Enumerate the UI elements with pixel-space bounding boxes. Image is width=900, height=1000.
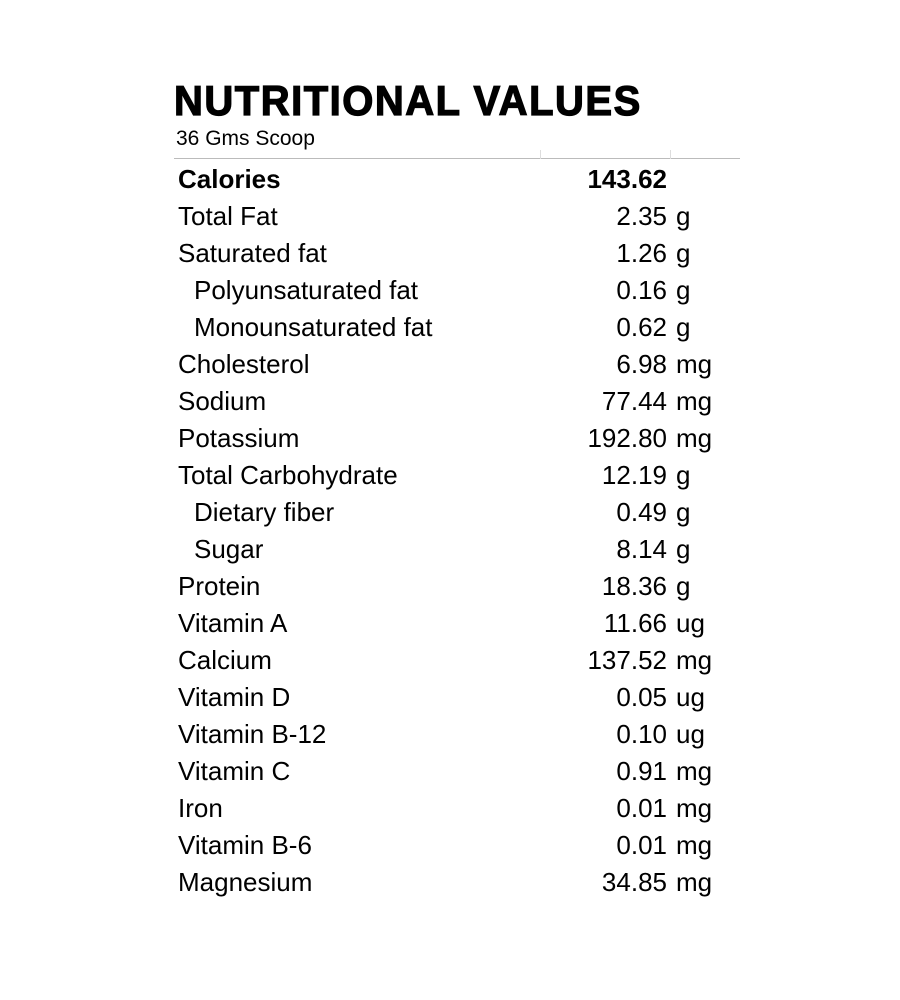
nutrient-unit: mg [676, 756, 713, 786]
nutrient-name: Iron [178, 793, 223, 823]
nutrient-unit: mg [676, 423, 713, 453]
nutrient-unit: mg [676, 386, 713, 416]
nutrient-unit: g [676, 201, 691, 231]
nutrient-value: 2.35 [616, 201, 667, 231]
nutrient-value: 137.52 [587, 645, 667, 675]
divider [174, 158, 740, 159]
table-row: Cholesterol 6.98 mg [0, 346, 900, 383]
nutrient-name: Vitamin B-12 [178, 719, 327, 749]
title: NUTRITIONAL VALUES [173, 77, 642, 125]
nutrient-value: 143.62 [587, 164, 667, 194]
nutrient-value: 34.85 [601, 867, 667, 897]
nutrient-unit: g [676, 497, 691, 527]
nutrient-value: 192.80 [587, 423, 667, 453]
nutrient-value: 0.10 [616, 719, 667, 749]
divider [670, 150, 671, 159]
nutrient-value: 77.44 [601, 386, 667, 416]
nutrient-unit: g [676, 275, 691, 305]
nutrient-value: 0.05 [616, 682, 667, 712]
table-row: Sugar 8.14 g [0, 531, 900, 568]
nutrient-unit: g [676, 238, 691, 268]
table-row: Vitamin D 0.05 ug [0, 679, 900, 716]
table-row: Calories 143.62 [0, 161, 900, 198]
nutrient-unit: g [676, 534, 691, 564]
nutrient-name: Sodium [178, 386, 267, 416]
table-row: Total Carbohydrate 12.19 g [0, 457, 900, 494]
table-row: Dietary fiber 0.49 g [0, 494, 900, 531]
divider [540, 150, 541, 159]
nutrient-name: Total Carbohydrate [178, 460, 398, 490]
table-row: Magnesium 34.85 mg [0, 864, 900, 901]
table-row: Sodium 77.44 mg [0, 383, 900, 420]
table-row: Saturated fat 1.26 g [0, 235, 900, 272]
table-row: Total Fat 2.35 g [0, 198, 900, 235]
table-row: Iron 0.01 mg [0, 790, 900, 827]
nutrient-name: Vitamin A [178, 608, 288, 638]
nutrient-name: Sugar [194, 534, 264, 564]
nutrient-name: Magnesium [178, 867, 313, 897]
nutrient-name: Total Fat [178, 201, 278, 231]
nutrient-value: 0.01 [616, 793, 667, 823]
nutrient-value: 0.91 [616, 756, 667, 786]
nutrient-value: 0.49 [616, 497, 667, 527]
nutrient-name: Vitamin D [178, 682, 291, 712]
nutrient-unit: ug [676, 608, 705, 638]
nutrient-unit: g [676, 460, 691, 490]
nutrient-value: 1.26 [616, 238, 667, 268]
table-row: Vitamin B-6 0.01 mg [0, 827, 900, 864]
nutrient-unit: mg [676, 830, 713, 860]
table-row: Protein 18.36 g [0, 568, 900, 605]
table-row: Potassium 192.80 mg [0, 420, 900, 457]
nutrient-value: 6.98 [616, 349, 667, 379]
nutrient-name: Protein [178, 571, 261, 601]
nutrient-name: Saturated fat [178, 238, 327, 268]
table-row: Vitamin A 11.66 ug [0, 605, 900, 642]
nutrient-name: Vitamin B-6 [178, 830, 312, 860]
nutrient-name: Potassium [178, 423, 300, 453]
table-row: Polyunsaturated fat 0.16 g [0, 272, 900, 309]
nutrient-value: 12.19 [601, 460, 667, 490]
nutrient-name: Polyunsaturated fat [194, 275, 419, 305]
nutrient-unit: ug [676, 719, 705, 749]
subtitle: 36 Gms Scoop [176, 127, 315, 150]
nutrient-value: 0.62 [616, 312, 667, 342]
table-row: Calcium 137.52 mg [0, 642, 900, 679]
nutrient-value: 11.66 [603, 608, 667, 638]
nutrient-unit: mg [676, 645, 713, 675]
nutrient-name: Vitamin C [178, 756, 291, 786]
nutrient-value: 0.01 [616, 830, 667, 860]
nutrient-value: 8.14 [616, 534, 667, 564]
nutrient-name: Dietary fiber [194, 497, 335, 527]
nutrient-unit: mg [676, 793, 713, 823]
nutrient-name: Calories [178, 164, 281, 194]
nutrient-value: 0.16 [616, 275, 667, 305]
nutrient-value: 18.36 [601, 571, 667, 601]
table-row: Vitamin C 0.91 mg [0, 753, 900, 790]
nutrient-unit: mg [676, 349, 713, 379]
nutrient-name: Monounsaturated fat [194, 312, 433, 342]
table-row: Monounsaturated fat 0.62 g [0, 309, 900, 346]
nutrient-name: Cholesterol [178, 349, 310, 379]
nutrient-name: Calcium [178, 645, 272, 675]
nutrient-unit: ug [676, 682, 705, 712]
nutrient-unit: mg [676, 867, 713, 897]
table-row: Vitamin B-12 0.10 ug [0, 716, 900, 753]
nutrient-unit: g [676, 571, 691, 601]
nutrient-unit: g [676, 312, 691, 342]
